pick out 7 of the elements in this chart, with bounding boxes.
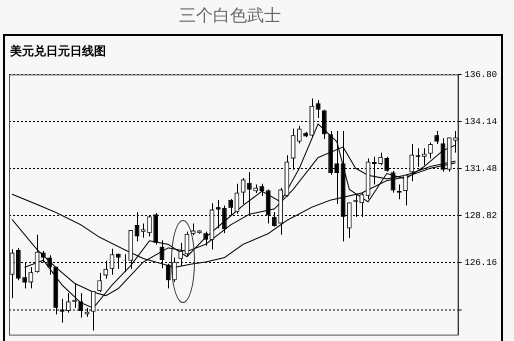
y-tick-label: 134.14 (464, 116, 497, 127)
y-tick-label: 131.48 (464, 164, 497, 174)
y-tick-label: 126.16 (464, 258, 497, 268)
y-tick-label: 128.82 (464, 211, 497, 222)
chart-subtitle: 美元兑日元日线图 (10, 43, 106, 60)
chart-title: 三个白色武士 (178, 5, 282, 27)
y-tick-label: 136.80 (464, 70, 497, 80)
